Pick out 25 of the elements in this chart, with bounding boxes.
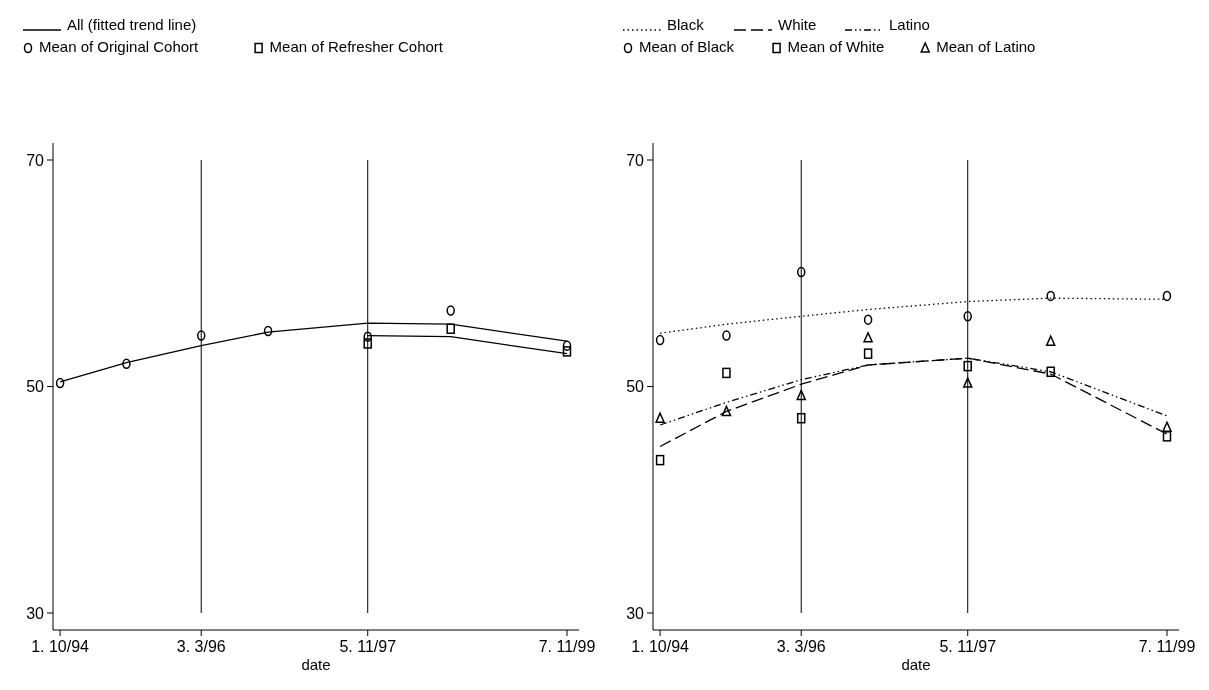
legend-label: Mean of White: [787, 38, 885, 55]
x-tick-label: 3. 3/96: [176, 638, 226, 655]
x-tick-label: 7. 11/99: [538, 638, 596, 655]
y-tick-label: 70: [626, 151, 645, 169]
x-axis-title: date: [301, 656, 331, 673]
x-tick-label: 1. 10/94: [631, 638, 690, 655]
x-tick-label: 7. 11/99: [1138, 638, 1196, 655]
y-tick-label: 30: [26, 604, 45, 622]
legend-label: Mean of Refresher Cohort: [269, 38, 444, 55]
x-tick-label: 5. 11/97: [339, 638, 397, 655]
y-tick-label: 30: [626, 604, 645, 622]
y-tick-label: 50: [626, 378, 645, 396]
legend-label: Mean of Original Cohort: [39, 38, 200, 55]
x-tick-label: 3. 3/96: [776, 638, 826, 655]
y-tick-label: 50: [26, 378, 45, 396]
legend-label: Mean of Latino: [936, 38, 1036, 55]
legend-label: All (fitted trend line): [67, 16, 197, 33]
x-axis-title: date: [901, 656, 931, 673]
legend-label: Black: [667, 16, 705, 33]
y-tick-label: 70: [26, 151, 45, 169]
legend-label: Latino: [889, 16, 930, 33]
x-tick-label: 1. 10/94: [31, 638, 90, 655]
x-tick-label: 5. 11/97: [939, 638, 997, 655]
legend-label: White: [778, 16, 817, 33]
legend-label: Mean of Black: [639, 38, 735, 55]
